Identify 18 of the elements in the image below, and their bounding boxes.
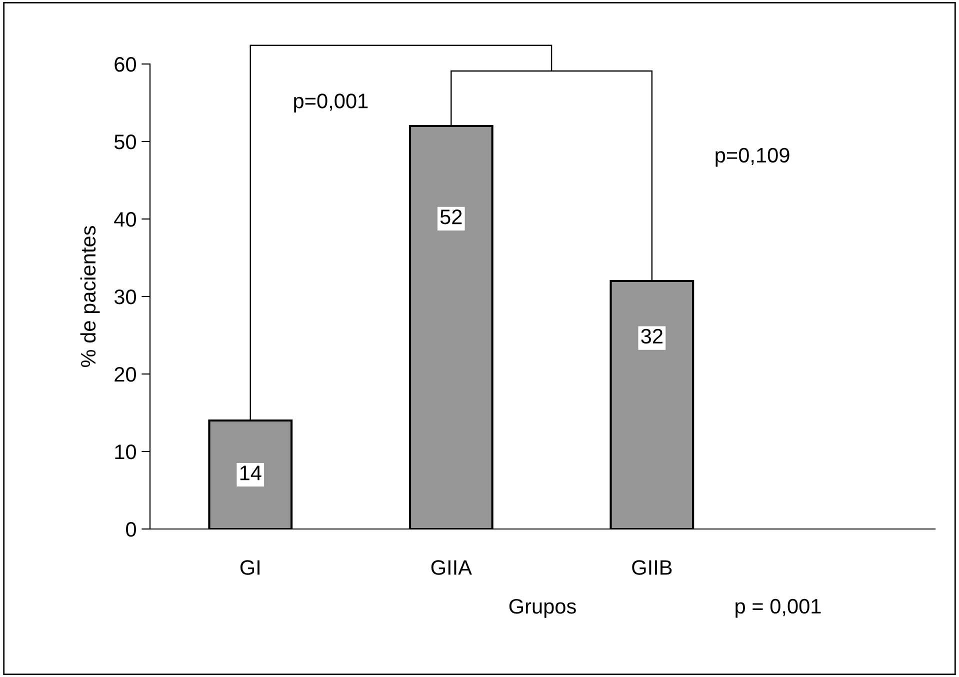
- data-label: 32: [641, 328, 662, 344]
- y-tick-label: 50: [114, 134, 136, 150]
- x-tick-label: GIIA: [431, 560, 472, 575]
- y-tick-label: 10: [115, 444, 136, 460]
- x-tick-label: GI: [240, 560, 260, 575]
- annotation: p=0,001: [294, 94, 368, 112]
- y-tick-label: 30: [114, 290, 136, 304]
- x-tick-label: GIIB: [632, 560, 672, 575]
- text: p = 0,001: [736, 598, 821, 618]
- y-tick-label: 60: [114, 57, 136, 72]
- data-label: 14: [240, 466, 262, 480]
- y-tick-label: 20: [114, 367, 136, 382]
- data-label: 52: [440, 210, 462, 224]
- y-axis-title: % de pacientes: [80, 226, 100, 367]
- y-tick-label: 40: [114, 212, 136, 227]
- annotation: p=0,109: [716, 148, 790, 167]
- y-tick-label: 0: [126, 522, 136, 537]
- x-axis-title: Grupos: [509, 598, 576, 618]
